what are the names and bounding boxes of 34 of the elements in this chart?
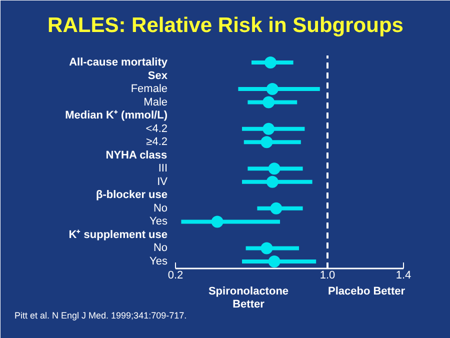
y-tick-label: IV — [157, 176, 168, 188]
y-tick-label: K⁺ supplement use — [68, 228, 168, 241]
point — [262, 122, 275, 135]
y-tick-label: <4.2 — [146, 122, 168, 135]
y-tick-label: Sex — [148, 70, 168, 82]
point — [260, 242, 273, 254]
y-tick-label: Yes — [150, 216, 168, 228]
x-tick-label: 1.0 — [320, 270, 336, 282]
y-tick-label: Male — [144, 96, 168, 108]
y-tick-label: All-cause mortality — [69, 56, 168, 68]
y-tick-label: Female — [130, 83, 168, 96]
x-tick-label: 1.4 — [396, 270, 412, 282]
y-tick-label: No — [153, 202, 168, 214]
point — [211, 216, 224, 228]
text: Placebo Better — [328, 286, 406, 298]
point — [266, 176, 278, 188]
text: Spironolactone Better — [208, 286, 289, 311]
point — [262, 96, 275, 108]
point — [270, 202, 282, 214]
point — [268, 256, 280, 268]
point — [268, 162, 280, 175]
y-tick-label: ≥4.2 — [146, 136, 168, 148]
point — [264, 56, 276, 68]
y-tick-label: NYHA class — [106, 149, 168, 162]
point — [266, 83, 278, 96]
x-tick-label: 0.2 — [168, 270, 184, 282]
y-tick-label: β-blocker use — [96, 189, 168, 202]
y-tick-label: Yes — [150, 256, 168, 268]
y-tick-label: III — [158, 162, 168, 175]
y-tick-label: Median K⁺ (mmol/L) — [65, 110, 168, 122]
text: Pitt et al. N Engl J Med. 1999;341:709-717. — [14, 310, 187, 320]
y-tick-label: No — [153, 242, 168, 254]
chart-title: RALES: Relative Risk in Subgroups — [48, 14, 404, 37]
point — [260, 136, 273, 148]
